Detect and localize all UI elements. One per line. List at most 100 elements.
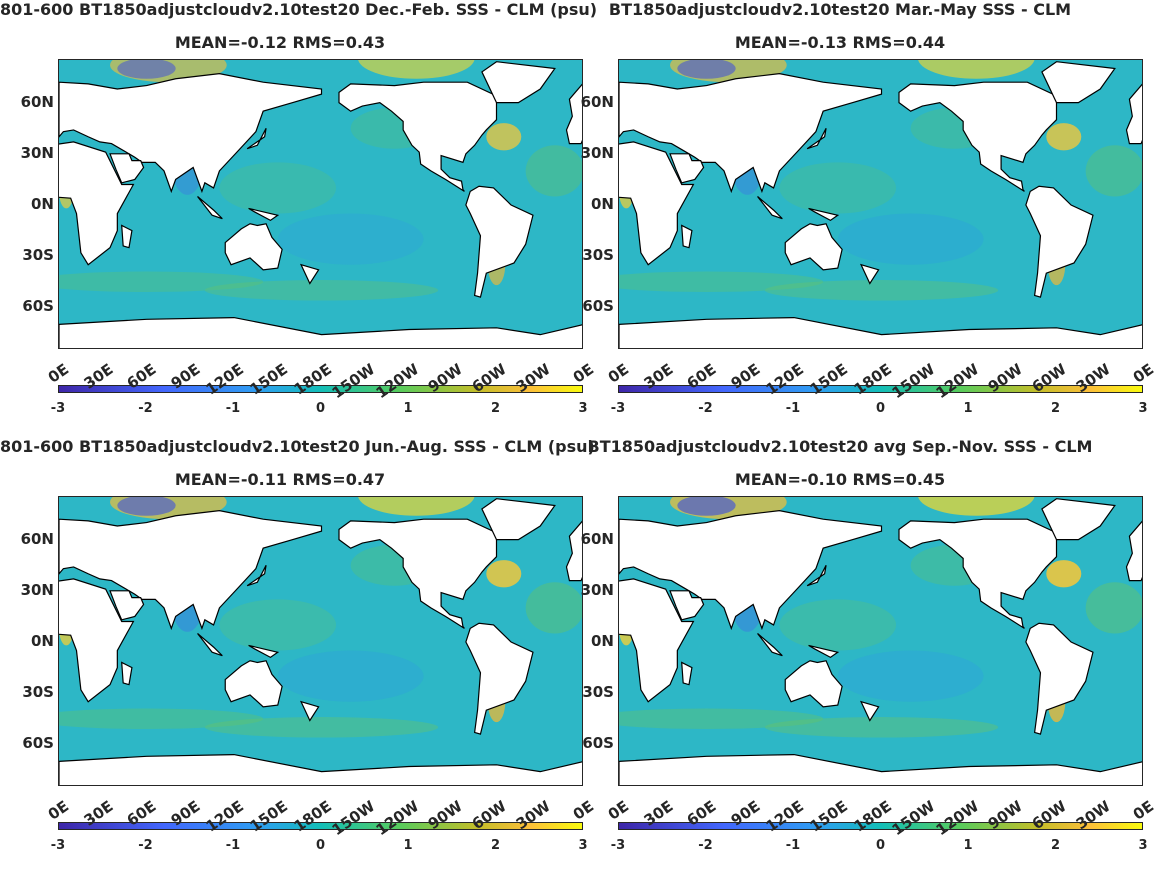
panel-title: 801-600 BT1850adjustcloudv2.10test20 Jun… (0, 437, 595, 456)
colorbar-tick-label: 1 (403, 401, 413, 416)
lat-tick-label: 30N (20, 143, 54, 162)
landmass (1025, 622, 1094, 735)
salinity-anomaly-patch (486, 123, 522, 151)
landmass (1125, 83, 1142, 145)
lat-tick-label: 60N (20, 92, 54, 111)
salinity-anomaly-patch (59, 708, 264, 729)
landmass (59, 316, 582, 348)
colorbar-tick-label: 0 (315, 838, 326, 853)
salinity-anomaly-patch (764, 280, 999, 301)
map-canvas (619, 497, 1142, 785)
colorbar (58, 822, 583, 830)
colorbar-tick-label: 1 (963, 401, 973, 416)
colorbar-tick-label: 3 (578, 401, 588, 416)
colorbar-tick-label: -3 (50, 401, 66, 416)
landmass (224, 223, 283, 271)
colorbar-tick-label: -1 (785, 401, 801, 416)
lon-tick-label: 0E (45, 797, 73, 824)
colorbar-tick-label: 2 (490, 401, 501, 416)
salinity-map (58, 496, 583, 786)
salinity-anomaly-patch (837, 213, 984, 265)
salinity-anomaly-patch (918, 497, 1035, 516)
landmass (784, 223, 843, 271)
colorbar-tick-label: 2 (490, 838, 501, 853)
salinity-map (618, 496, 1143, 786)
colorbar-tick-label: -2 (698, 838, 713, 853)
landmass (59, 578, 135, 703)
landmass (59, 510, 323, 631)
salinity-anomaly-patch (619, 708, 824, 729)
colorbar-tick-label: -1 (225, 401, 241, 416)
salinity-anomaly-patch (117, 497, 176, 516)
landmass (1125, 520, 1142, 582)
landmass (465, 185, 534, 298)
colorbar-tick-label: -3 (610, 401, 626, 416)
lat-tick-label: 60S (582, 297, 614, 316)
colorbar-tick-label: 2 (1050, 838, 1061, 853)
colorbar-tick-label: -1 (225, 838, 241, 853)
map-canvas (59, 497, 582, 785)
salinity-anomaly-patch (277, 213, 424, 265)
panel-stats: MEAN=-0.10 RMS=0.45 (734, 470, 946, 489)
lat-tick-label: 0N (31, 632, 54, 650)
lon-tick-label: 0E (1130, 360, 1158, 387)
landmass (619, 141, 695, 266)
landmass (619, 510, 883, 631)
lon-tick-label: 120W (932, 360, 983, 403)
map-canvas (619, 60, 1142, 348)
salinity-anomaly-patch (358, 60, 475, 79)
salinity-anomaly-patch (277, 650, 424, 702)
colorbar-tick-label: 3 (1138, 838, 1148, 853)
colorbar-tick-label: -3 (610, 838, 626, 853)
landmass (197, 633, 223, 657)
landmass (669, 153, 705, 184)
landmass (806, 127, 827, 150)
colorbar-tick-label: 0 (315, 401, 326, 416)
landmass (246, 564, 267, 587)
colorbar-tick-label: 2 (1050, 401, 1061, 416)
salinity-anomaly-patch (1046, 560, 1082, 588)
landmass (859, 263, 880, 285)
panel-title: 801-600 BT1850adjustcloudv2.10test20 Dec… (0, 0, 598, 19)
landmass (619, 316, 1142, 348)
map-panel-son: BT1850adjustcloudv2.10test20 avg Sep.-No… (560, 437, 1158, 867)
panel-title: BT1850adjustcloudv2.10test20 avg Sep.-No… (587, 437, 1093, 456)
landmass (59, 73, 323, 194)
landmass (619, 73, 883, 194)
landmass (757, 196, 783, 220)
colorbar-tick-label: 0 (875, 401, 886, 416)
landmass (121, 224, 133, 249)
lat-tick-label: 0N (31, 195, 54, 213)
salinity-map (618, 59, 1143, 349)
landmass (757, 633, 783, 657)
salinity-anomaly-patch (59, 271, 264, 292)
landmass (808, 644, 840, 659)
lat-tick-label: 30N (20, 580, 54, 599)
landmass (59, 141, 135, 266)
salinity-anomaly-patch (918, 60, 1035, 79)
salinity-anomaly-patch (117, 60, 176, 79)
salinity-anomaly-patch (219, 162, 337, 214)
landmass (859, 700, 880, 722)
lon-tick-label: 120W (932, 797, 983, 840)
landmass (619, 578, 695, 703)
salinity-anomaly-patch (219, 599, 337, 651)
landmass (109, 590, 145, 621)
landmass (1025, 185, 1094, 298)
lon-tick-label: 150W (889, 797, 939, 840)
salinity-anomaly-patch (837, 650, 984, 702)
lon-tick-label: 150W (889, 360, 939, 403)
landmass (681, 661, 693, 686)
landmass (109, 153, 145, 184)
salinity-anomaly-patch (204, 717, 439, 738)
lon-tick-label: 0E (605, 797, 633, 824)
colorbar-tick-label: 1 (963, 838, 973, 853)
lat-tick-label: 0N (591, 632, 614, 650)
lat-tick-label: 60S (582, 734, 614, 753)
colorbar-tick-label: 1 (403, 838, 413, 853)
landmass (565, 83, 582, 145)
landmass (465, 622, 534, 735)
salinity-anomaly-patch (677, 60, 736, 79)
landmass (121, 661, 133, 686)
landmass (224, 660, 283, 708)
